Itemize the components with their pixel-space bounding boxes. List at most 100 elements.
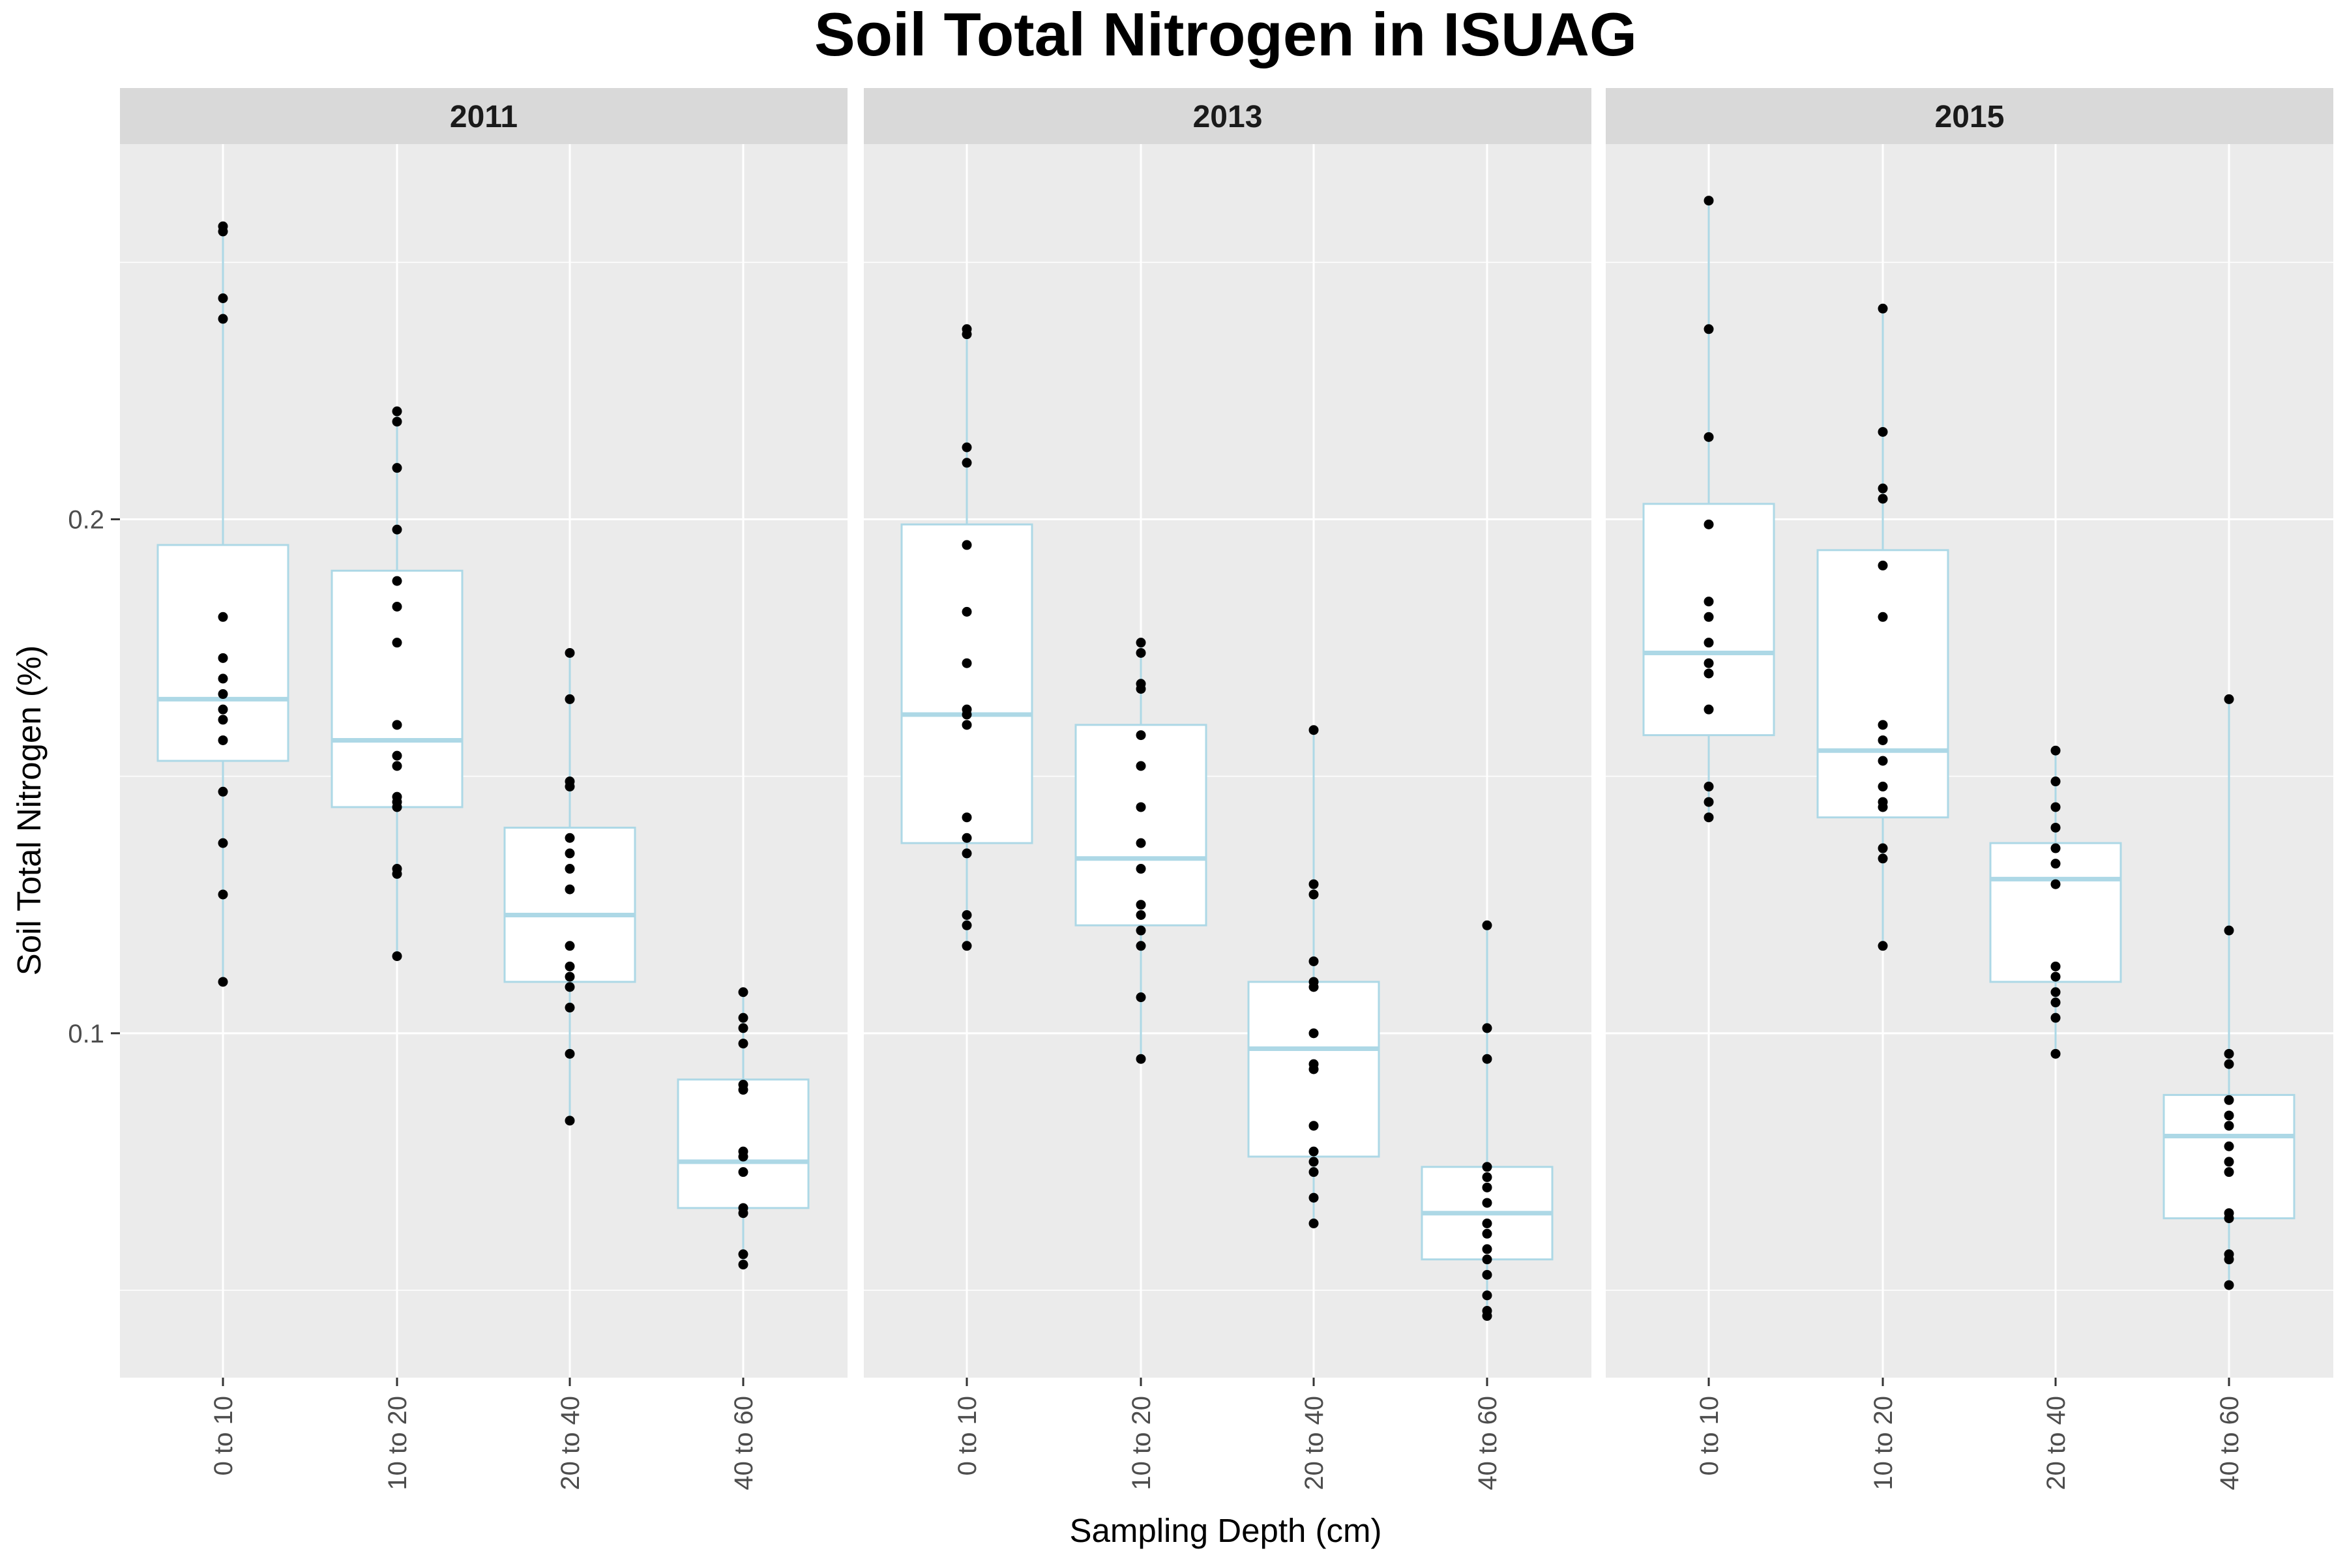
- data-point: [1482, 1198, 1492, 1208]
- data-point: [1704, 638, 1714, 648]
- data-point: [1704, 324, 1714, 334]
- chart-title: Soil Total Nitrogen in ISUAG: [814, 0, 1637, 68]
- data-point: [1704, 668, 1714, 679]
- data-point: [1704, 812, 1714, 823]
- data-point: [1308, 889, 1319, 900]
- data-point: [2224, 1157, 2234, 1167]
- data-point: [2050, 1048, 2061, 1059]
- data-point: [392, 576, 402, 586]
- x-tick-label: 0 to 10: [1695, 1396, 1724, 1475]
- data-point: [962, 329, 972, 340]
- data-point: [392, 638, 402, 648]
- data-point: [1704, 597, 1714, 607]
- data-point: [2050, 802, 2061, 812]
- data-point: [738, 1013, 748, 1023]
- x-tick-label: 20 to 40: [2042, 1396, 2071, 1490]
- x-tick-label: 40 to 60: [1473, 1396, 1502, 1490]
- data-point: [218, 612, 228, 622]
- data-point: [218, 786, 228, 797]
- data-point: [2050, 843, 2061, 853]
- data-point: [1136, 1054, 1146, 1064]
- data-point: [2050, 971, 2061, 982]
- data-point: [2224, 1167, 2234, 1177]
- data-point: [392, 602, 402, 612]
- data-point: [962, 458, 972, 468]
- data-point: [392, 524, 402, 535]
- data-point: [218, 689, 228, 700]
- data-point: [392, 463, 402, 473]
- data-point: [1308, 982, 1319, 992]
- data-point: [1482, 1172, 1492, 1183]
- data-point: [1878, 426, 1888, 437]
- data-point: [1136, 864, 1146, 874]
- data-point: [218, 673, 228, 684]
- data-point: [962, 920, 972, 930]
- data-point: [2224, 1121, 2234, 1131]
- data-point: [1704, 781, 1714, 791]
- data-point: [1482, 1244, 1492, 1254]
- data-point: [218, 715, 228, 725]
- data-point: [1308, 1121, 1319, 1131]
- data-point: [565, 694, 575, 704]
- data-point: [1308, 1064, 1319, 1074]
- data-point: [738, 1167, 748, 1177]
- data-point: [2050, 822, 2061, 833]
- data-point: [1704, 196, 1714, 206]
- data-point: [1878, 483, 1888, 494]
- data-point: [2050, 745, 2061, 756]
- data-point: [1878, 853, 1888, 864]
- data-point: [218, 889, 228, 900]
- data-point: [962, 709, 972, 720]
- data-point: [2224, 1095, 2234, 1105]
- data-point: [962, 658, 972, 668]
- facet-panels: 0.1 0.2 2011 0 to 10 10 to 20 20 to 40 40 to 6…: [68, 88, 2333, 1490]
- data-point: [2224, 925, 2234, 936]
- box-0-to-10: [1642, 196, 1775, 823]
- data-point: [1308, 1157, 1319, 1167]
- data-point: [1878, 735, 1888, 745]
- data-point: [2224, 1048, 2234, 1059]
- data-point: [1136, 992, 1146, 1003]
- data-point: [962, 812, 972, 823]
- data-point: [218, 653, 228, 663]
- data-point: [1878, 494, 1888, 504]
- facet-strip-label: 2013: [1193, 100, 1263, 134]
- data-point: [392, 761, 402, 771]
- data-point: [565, 971, 575, 982]
- data-point: [962, 606, 972, 617]
- box-iqr: [900, 523, 1033, 844]
- facet-strip-label: 2015: [1935, 100, 2005, 134]
- box-40-to-60: [677, 987, 810, 1270]
- x-tick-label: 10 to 20: [1869, 1396, 1898, 1490]
- box-20-to-40: [1247, 725, 1380, 1228]
- data-point: [1482, 1023, 1492, 1033]
- box-iqr: [1074, 724, 1207, 926]
- data-point: [1482, 1228, 1492, 1239]
- data-point: [392, 868, 402, 879]
- y-tick-label: 0.1: [68, 1020, 104, 1048]
- data-point: [1482, 1290, 1492, 1301]
- data-point: [2224, 1110, 2234, 1121]
- data-point: [1878, 756, 1888, 766]
- data-point: [1704, 432, 1714, 442]
- data-point: [1878, 843, 1888, 853]
- facet-panel-2015: 2015 0 to 10 10 to 20 20 to 40 40 to 60: [1606, 88, 2333, 1490]
- data-point: [565, 647, 575, 658]
- data-point: [2050, 859, 2061, 869]
- data-point: [218, 293, 228, 303]
- facet-strip-label: 2011: [450, 100, 518, 134]
- data-point: [1136, 941, 1146, 951]
- data-point: [962, 848, 972, 859]
- data-point: [1878, 720, 1888, 730]
- x-tick-label: 10 to 20: [383, 1396, 412, 1490]
- box-iqr: [156, 544, 289, 762]
- data-point: [1482, 1269, 1492, 1280]
- box-0-to-10: [156, 221, 289, 987]
- x-tick-label: 20 to 40: [556, 1396, 585, 1490]
- data-point: [2224, 1141, 2234, 1151]
- box-40-to-60: [1421, 920, 1554, 1321]
- data-point: [1482, 1162, 1492, 1172]
- data-point: [392, 802, 402, 812]
- data-point: [1136, 838, 1146, 848]
